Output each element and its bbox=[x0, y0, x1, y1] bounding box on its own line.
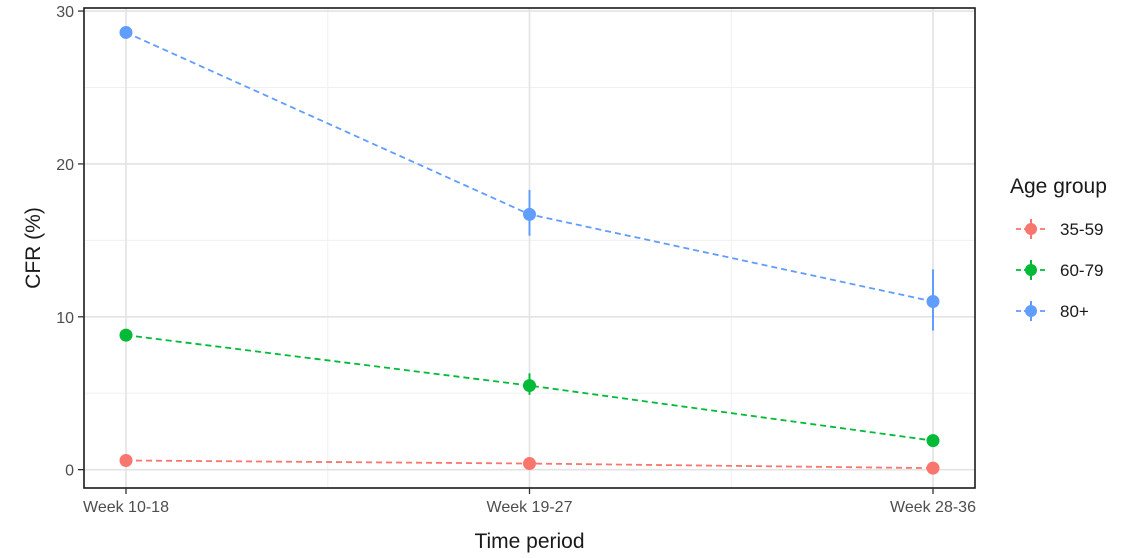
series-60-79 bbox=[119, 328, 940, 448]
legend-title: Age group bbox=[1010, 175, 1107, 198]
x-axis-title: Time period bbox=[474, 530, 584, 553]
legend-label: 60-79 bbox=[1060, 261, 1103, 280]
y-tick-label: 0 bbox=[65, 463, 74, 480]
legend-item-80+: 80+ bbox=[1016, 301, 1089, 321]
y-axis-title: CFR (%) bbox=[22, 207, 45, 289]
series-line bbox=[125, 334, 934, 442]
data-point bbox=[926, 295, 940, 309]
legend-label: 80+ bbox=[1060, 302, 1089, 321]
data-point bbox=[523, 379, 536, 393]
grid bbox=[84, 8, 975, 488]
data-point bbox=[926, 434, 940, 448]
legend: Age group 35-59 60-79 80+ bbox=[1010, 175, 1107, 321]
x-tick-label: Week 10-18 bbox=[83, 499, 169, 516]
data-point bbox=[119, 453, 133, 467]
legend-label: 35-59 bbox=[1060, 220, 1103, 239]
y-tick-label: 30 bbox=[56, 4, 74, 21]
series-35-59 bbox=[119, 453, 940, 475]
data-point bbox=[119, 25, 133, 39]
x-tick-label: Week 28-36 bbox=[890, 499, 976, 516]
y-tick-label: 10 bbox=[56, 310, 74, 327]
legend-key-point bbox=[1025, 264, 1037, 276]
data-point bbox=[523, 457, 536, 471]
y-axis: 0 10 20 30 bbox=[56, 4, 84, 480]
series-80+ bbox=[119, 25, 940, 331]
legend-key-point bbox=[1025, 223, 1037, 235]
data-point bbox=[926, 461, 940, 475]
y-tick-label: 20 bbox=[56, 157, 74, 174]
data-point bbox=[119, 328, 133, 342]
legend-key-point bbox=[1025, 305, 1037, 317]
legend-item-60-79: 60-79 bbox=[1016, 260, 1103, 280]
legend-item-35-59: 35-59 bbox=[1016, 219, 1103, 239]
x-axis: Week 10-18 Week 19-27 Week 28-36 bbox=[83, 488, 976, 516]
series-layer bbox=[119, 25, 940, 475]
data-point bbox=[523, 207, 536, 221]
x-tick-label: Week 19-27 bbox=[487, 499, 573, 516]
